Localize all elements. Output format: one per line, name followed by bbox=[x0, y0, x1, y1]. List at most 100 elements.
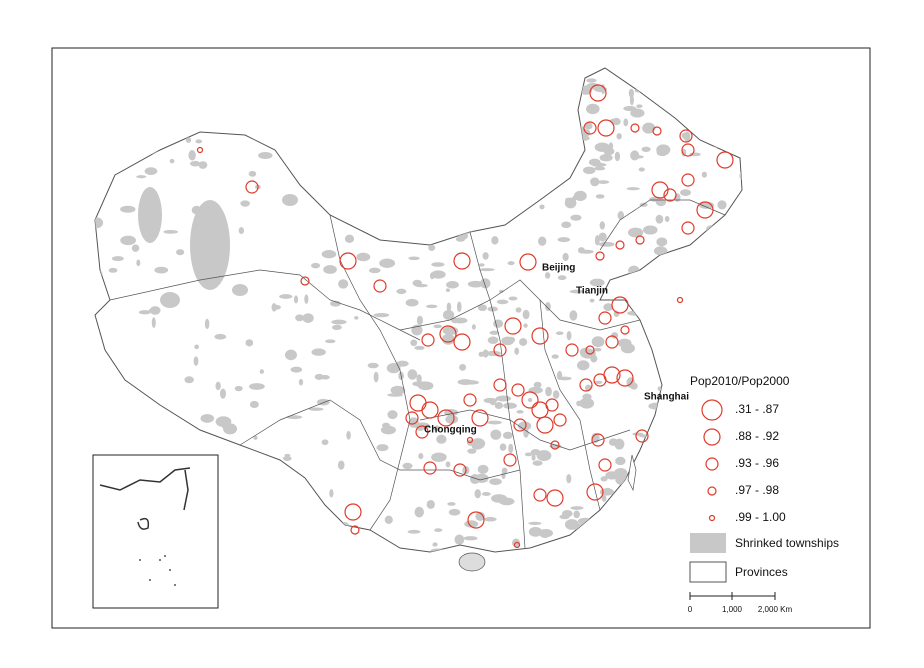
township-patch bbox=[482, 349, 489, 358]
township-patch bbox=[570, 506, 584, 510]
ratio-circle bbox=[583, 121, 597, 135]
township-patch bbox=[489, 330, 500, 335]
township-patch bbox=[436, 434, 447, 444]
township-patch bbox=[433, 425, 441, 432]
township-patch bbox=[657, 386, 662, 391]
township-patch bbox=[501, 467, 508, 475]
township-patch bbox=[232, 284, 248, 296]
township-patch bbox=[200, 413, 215, 423]
township-patch bbox=[373, 371, 379, 383]
ratio-circle bbox=[553, 413, 567, 427]
township-patch bbox=[600, 476, 608, 482]
township-patch bbox=[490, 429, 502, 440]
township-patch bbox=[582, 393, 592, 401]
township-patch bbox=[219, 388, 227, 399]
township-patch bbox=[323, 265, 337, 274]
township-patch bbox=[601, 494, 607, 502]
township-patch bbox=[590, 177, 600, 187]
township-patch bbox=[446, 280, 459, 289]
township-patch bbox=[608, 438, 619, 446]
ratio-circle bbox=[493, 343, 507, 357]
township-patch bbox=[544, 272, 551, 279]
township-patch bbox=[298, 378, 304, 386]
township-patch bbox=[594, 166, 606, 171]
township-patch bbox=[238, 227, 245, 235]
ratio-circle bbox=[466, 436, 474, 444]
township-patch bbox=[629, 94, 634, 106]
township-patch bbox=[478, 268, 495, 272]
township-patch bbox=[108, 267, 118, 273]
township-patch bbox=[501, 336, 515, 346]
township-patch bbox=[376, 444, 389, 452]
township-patch bbox=[454, 534, 465, 545]
ratio-circle bbox=[591, 433, 605, 447]
ratio-circle bbox=[620, 325, 630, 335]
township-patch bbox=[302, 313, 314, 323]
ratio-circle bbox=[589, 84, 607, 102]
township-patch bbox=[286, 415, 303, 420]
township-patch bbox=[561, 221, 572, 229]
township-patch bbox=[489, 398, 497, 406]
taiwan bbox=[627, 454, 637, 492]
township-patch bbox=[565, 197, 572, 203]
township-patch bbox=[507, 261, 515, 266]
township-patch bbox=[332, 324, 342, 330]
township-patch bbox=[284, 349, 297, 361]
township-patch bbox=[249, 400, 259, 409]
province-borders bbox=[109, 199, 726, 549]
ratio-circle bbox=[651, 181, 669, 199]
township-patch bbox=[620, 343, 636, 354]
ratio-circle bbox=[493, 378, 507, 392]
township-patch bbox=[551, 354, 559, 359]
city-label: Tianjin bbox=[576, 286, 608, 297]
township-patch bbox=[330, 300, 341, 307]
township-patch bbox=[491, 236, 499, 245]
ratio-circle bbox=[453, 463, 467, 477]
ratio-circle bbox=[536, 416, 554, 434]
township-patch bbox=[95, 217, 104, 229]
township-patch bbox=[321, 439, 329, 446]
township-patch bbox=[597, 180, 610, 184]
township-patch bbox=[598, 241, 615, 247]
township-patch bbox=[311, 348, 326, 356]
ratio-circle bbox=[513, 541, 521, 549]
township-patch bbox=[508, 296, 518, 301]
township-patch bbox=[344, 234, 355, 244]
township-patch bbox=[368, 267, 381, 274]
township-patch bbox=[248, 170, 257, 177]
township-patch bbox=[258, 152, 273, 159]
township-patch bbox=[321, 250, 337, 259]
township-patch bbox=[131, 244, 140, 252]
township-patch bbox=[169, 158, 175, 164]
township-patch bbox=[556, 370, 563, 380]
township-patch bbox=[599, 154, 613, 162]
township-patch bbox=[311, 262, 321, 269]
ratio-circle bbox=[415, 425, 429, 439]
township-patch bbox=[120, 235, 136, 246]
township-patch bbox=[484, 516, 497, 522]
township-patch bbox=[234, 385, 243, 392]
ratio-circle bbox=[533, 488, 547, 502]
township-patch bbox=[496, 299, 509, 305]
legend: Pop2010/Pop2000 Shrinked townships Provi… bbox=[689, 374, 839, 583]
township-patch bbox=[536, 450, 552, 462]
township-patch bbox=[430, 270, 446, 279]
township-patch bbox=[533, 381, 542, 389]
township-patch bbox=[616, 133, 622, 140]
township-patch bbox=[487, 336, 499, 344]
township-patch bbox=[463, 536, 478, 541]
township-patch bbox=[477, 464, 489, 474]
township-patch bbox=[396, 288, 407, 295]
township-patch bbox=[474, 489, 481, 499]
township-patch bbox=[653, 246, 668, 256]
township-patch bbox=[279, 294, 293, 299]
legend-label: Provinces bbox=[735, 565, 788, 579]
township-patch bbox=[445, 288, 451, 292]
township-patch bbox=[271, 303, 277, 312]
township-patch bbox=[431, 452, 447, 463]
township-patch bbox=[589, 278, 605, 287]
township-patch bbox=[599, 221, 606, 230]
legend-swatch bbox=[689, 561, 727, 583]
township-patch bbox=[198, 161, 208, 169]
township-patch bbox=[664, 215, 670, 222]
